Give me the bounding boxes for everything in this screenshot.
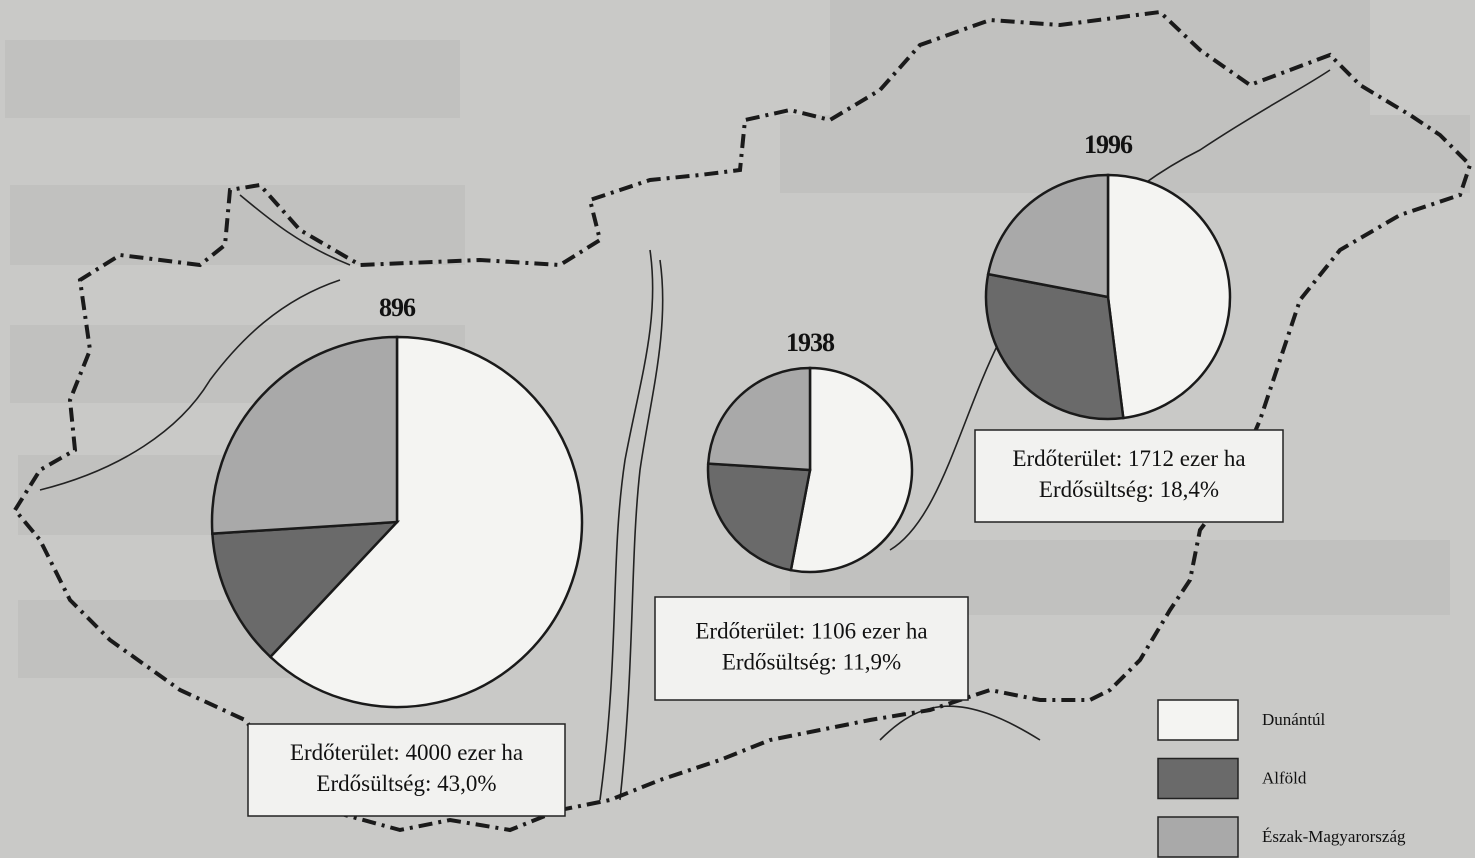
- pie-slice: [706, 462, 812, 572]
- country-border: [12, 9, 1473, 833]
- pie-slice: [984, 272, 1125, 421]
- pie-title: 1996: [1084, 130, 1133, 159]
- annotation: Erdősültség: 43,0%: [316, 771, 496, 796]
- annotation: Erdőterület: 4000 ezer ha: [290, 740, 523, 765]
- annotation: Erdőterület: 1106 ezer ha: [695, 618, 927, 643]
- legend-swatch: [1157, 757, 1239, 800]
- annotation: Erdősültség: 18,4%: [1039, 477, 1219, 502]
- pie-title: 1938: [786, 328, 835, 357]
- pie-slice: [268, 335, 584, 709]
- pie-slice: [210, 335, 399, 535]
- pie-title: 896: [379, 293, 416, 322]
- annotation-box: [654, 596, 969, 701]
- annotation: Erdősültség: 11,9%: [722, 649, 901, 674]
- legend-label: Észak-Magyarország: [1262, 827, 1406, 846]
- legend-swatch: [1157, 699, 1239, 741]
- pie-slice: [986, 173, 1110, 299]
- pie-slice: [1106, 173, 1232, 420]
- annotation-box: [247, 723, 566, 817]
- annotation-box: [974, 429, 1284, 523]
- pie-slice: [211, 520, 401, 659]
- pie-slice: [789, 366, 914, 574]
- legend-swatch: [1157, 816, 1239, 858]
- legend-label: Alföld: [1262, 768, 1307, 787]
- annotation: Erdőterület: 1712 ezer ha: [1012, 446, 1245, 471]
- legend-label: Dunántúl: [1262, 710, 1326, 729]
- pie-slice: [706, 366, 812, 472]
